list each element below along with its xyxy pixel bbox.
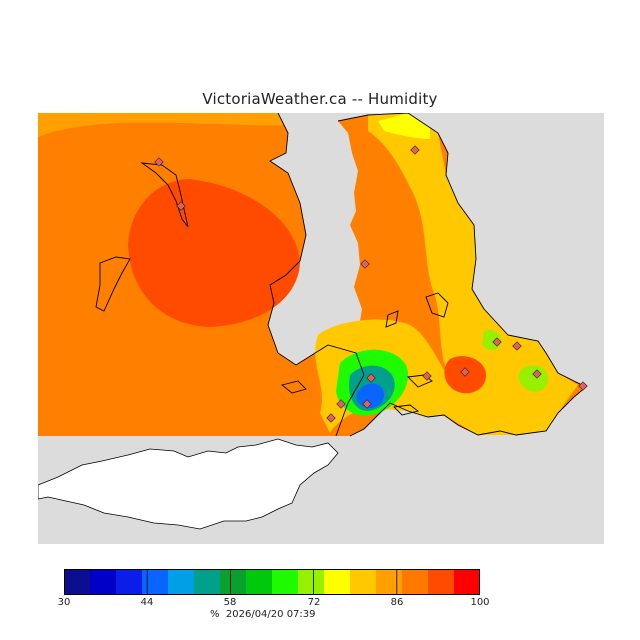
station-marker[interactable] — [512, 341, 522, 351]
humidity-blue-core — [356, 383, 384, 409]
station-marker[interactable] — [336, 399, 346, 409]
legend-color-step — [90, 569, 117, 595]
legend-color-step — [272, 569, 299, 595]
coastlines — [95, 113, 587, 437]
humidity-map — [38, 113, 604, 544]
legend-tick-label: 30 — [57, 597, 71, 608]
legend-color-step — [428, 569, 455, 595]
legend-color-step — [246, 569, 273, 595]
station-marker[interactable] — [366, 373, 376, 383]
legend-tick-label: 86 — [390, 597, 404, 608]
station-marker[interactable] — [154, 157, 164, 167]
station-marker[interactable] — [460, 367, 470, 377]
legend-color-step — [402, 569, 429, 595]
station-marker[interactable] — [176, 201, 186, 211]
legend-footer: % 2026/04/20 07:39 — [210, 609, 316, 620]
station-marker[interactable] — [578, 381, 588, 391]
humidity-core-west — [128, 179, 300, 327]
humidity-field — [38, 113, 586, 436]
unit-label: % — [210, 609, 220, 620]
map-title: VictoriaWeather.ca -- Humidity — [202, 90, 438, 108]
legend-color-step — [220, 569, 247, 595]
humidity-green-east — [518, 365, 548, 392]
legend-tick-label: 44 — [140, 597, 154, 608]
legend-color-step — [168, 569, 195, 595]
legend-color-step — [298, 569, 325, 595]
legend-color-step — [350, 569, 377, 595]
station-marker[interactable] — [492, 337, 502, 347]
legend-tick-label: 58 — [223, 597, 237, 608]
weather-stations — [154, 145, 588, 423]
legend-color-step — [64, 569, 91, 595]
legend-tick-label: 100 — [470, 597, 490, 608]
legend-color-step — [142, 569, 169, 595]
legend-color-step — [376, 569, 403, 595]
legend-color-step — [454, 569, 480, 595]
station-marker[interactable] — [362, 399, 372, 409]
station-marker[interactable] — [410, 145, 420, 155]
legend-tick-label: 72 — [307, 597, 321, 608]
legend-border — [64, 569, 480, 595]
legend-color-step — [324, 569, 351, 595]
station-marker[interactable] — [360, 259, 370, 269]
station-marker[interactable] — [422, 371, 432, 381]
station-marker[interactable] — [532, 369, 542, 379]
timestamp: 2026/04/20 07:39 — [225, 609, 316, 620]
station-marker[interactable] — [326, 413, 336, 423]
no-data-region — [38, 438, 339, 530]
legend-color-step — [116, 569, 143, 595]
humidity-band-north — [38, 113, 284, 137]
color-legend-bar — [64, 569, 480, 595]
legend-color-step — [194, 569, 221, 595]
